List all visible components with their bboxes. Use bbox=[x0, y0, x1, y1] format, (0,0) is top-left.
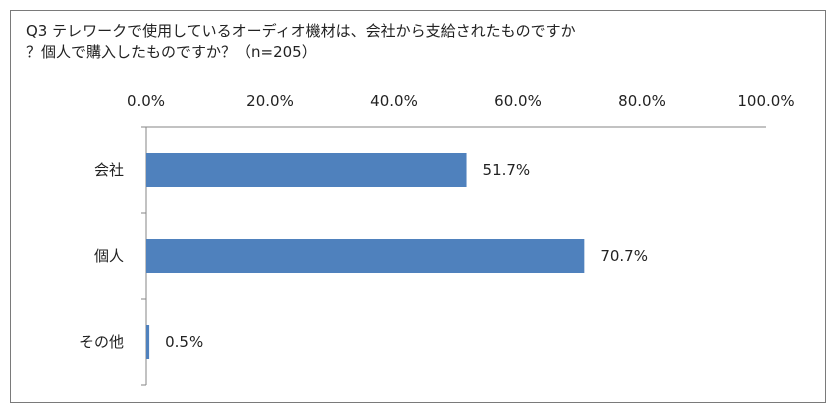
x-tick-label: 40.0% bbox=[370, 92, 418, 110]
x-axis-ticks: 0.0% 20.0% 40.0% 60.0% 80.0% 100.0% bbox=[127, 92, 795, 110]
x-tick-label: 0.0% bbox=[127, 92, 165, 110]
chart-title-line-2: ？個人で購入したものですか？（n=205） bbox=[26, 43, 317, 61]
x-tick-label: 60.0% bbox=[494, 92, 542, 110]
chart-title: Q3 テレワークで使用しているオーディオ機材は、会社から支給されたものですか ？… bbox=[26, 21, 786, 63]
data-label: 51.7% bbox=[483, 161, 531, 179]
bar-0 bbox=[146, 153, 467, 187]
x-tick-label: 20.0% bbox=[246, 92, 294, 110]
chart-title-line-1: Q3 テレワークで使用しているオーディオ機材は、会社から支給されたものですか bbox=[26, 22, 576, 40]
labels: 会社 51.7% 個人 70.7% その他 0.5% bbox=[79, 161, 648, 351]
x-tick-label: 100.0% bbox=[737, 92, 794, 110]
data-label: 70.7% bbox=[600, 247, 648, 265]
bars bbox=[146, 153, 585, 359]
data-label: 0.5% bbox=[165, 333, 203, 351]
category-label: 会社 bbox=[94, 161, 124, 179]
category-label: その他 bbox=[79, 333, 124, 351]
x-tick-label: 80.0% bbox=[618, 92, 666, 110]
bar-2 bbox=[146, 325, 150, 359]
category-label: 個人 bbox=[94, 247, 124, 265]
bar-1 bbox=[146, 239, 585, 273]
